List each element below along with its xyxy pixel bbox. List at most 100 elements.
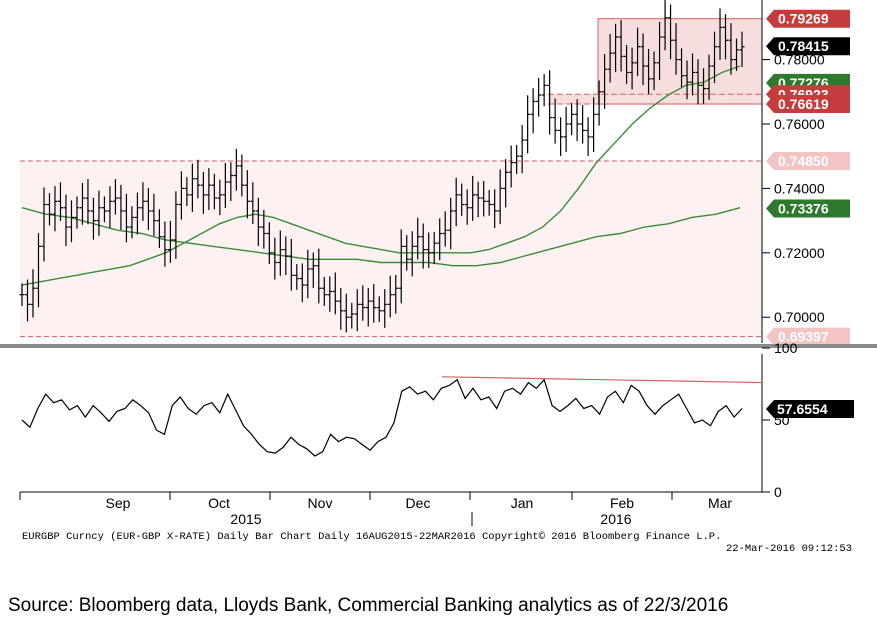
price-axis-tick-label: 0.78000 — [774, 52, 825, 68]
price-bar — [541, 74, 547, 107]
price-bar — [244, 170, 250, 219]
panel-separator — [0, 344, 877, 348]
price-bar — [277, 230, 283, 276]
last-price-tag: 0.78415 — [766, 37, 850, 56]
price-axis: 0.70000 0.72000 0.74000 0.76000 0.78000 0.800… — [761, 0, 825, 343]
price-bar — [618, 19, 624, 72]
price-bar — [701, 68, 707, 104]
price-bar — [464, 189, 470, 225]
rsi-resistance-line — [441, 376, 763, 384]
price-bar — [266, 222, 272, 265]
range-top-tag: 0.74850 — [766, 152, 850, 171]
price-bar — [217, 179, 223, 216]
price-bar — [365, 287, 371, 327]
price-bar — [189, 163, 195, 212]
price-axis-tick-label: 0.70000 — [774, 309, 825, 325]
price-bar — [580, 104, 586, 144]
last-price-tag-label: 0.78415 — [778, 38, 829, 54]
price-bar — [156, 209, 162, 248]
x-axis: Sep Oct Nov Dec Jan Feb Mar 2015 2016 — [19, 491, 762, 527]
price-bar — [96, 190, 102, 236]
price-bar — [200, 171, 206, 214]
x-axis-month-label: Mar — [708, 495, 732, 511]
price-bar — [343, 293, 349, 333]
price-bar — [387, 275, 393, 318]
price-bar — [90, 197, 96, 240]
footer-line-1: EURGBP Curncy (EUR-GBP X-RATE) Daily Bar… — [22, 531, 721, 543]
price-axis-tick-label: 0.72000 — [774, 245, 825, 261]
price-bar — [646, 48, 652, 95]
price-bar — [459, 183, 465, 216]
range-bottom-tag-label: 0.69397 — [778, 329, 829, 345]
price-bar — [107, 186, 113, 229]
price-bar — [349, 302, 355, 329]
price-bar — [475, 181, 481, 218]
price-bar — [167, 220, 173, 263]
rsi-value-tag — [766, 399, 854, 418]
price-bar — [690, 53, 696, 96]
price-axis-tick-label: 0.76000 — [774, 116, 825, 132]
price-bar — [178, 171, 184, 220]
price-bar — [382, 289, 388, 328]
ma-long-tag-shape — [766, 199, 850, 218]
price-bar — [112, 179, 118, 215]
price-bar — [57, 182, 63, 221]
price-bar — [497, 169, 503, 225]
x-axis-year-label: 2015 — [230, 511, 261, 527]
x-axis-month-label: Feb — [610, 495, 634, 511]
x-axis-month-label: Dec — [406, 495, 431, 511]
price-bar — [409, 231, 415, 277]
price-bar — [255, 197, 261, 247]
price-bar — [354, 289, 360, 332]
price-bar — [310, 252, 316, 288]
x-axis-month-label: Sep — [106, 495, 131, 511]
price-bar — [585, 117, 591, 156]
price-bar — [162, 221, 168, 267]
moving-average-short-line — [21, 65, 741, 286]
price-bar — [288, 238, 294, 291]
price-bar — [283, 236, 289, 276]
price-bar — [673, 23, 679, 75]
price-axis-tick-label: 0.74000 — [774, 180, 825, 196]
price-tags: 0.748500.693970.733760.772760.769230.766… — [766, 9, 850, 346]
price-bar — [591, 97, 597, 153]
price-bar — [525, 95, 531, 154]
moving-average-long-line — [21, 207, 741, 267]
price-bar — [272, 237, 278, 280]
price-bar — [338, 287, 344, 330]
price-bar — [481, 181, 487, 217]
price-bar — [52, 186, 58, 232]
lower-band-tag-label: 0.76619 — [778, 96, 829, 112]
price-bar — [398, 229, 404, 304]
x-axis-month-label: Jan — [511, 495, 534, 511]
price-bar — [706, 54, 712, 100]
price-bar — [442, 211, 448, 247]
price-bar — [332, 272, 338, 315]
price-bar — [299, 263, 305, 303]
price-bar — [228, 162, 234, 201]
price-bar — [574, 99, 580, 142]
range-zone — [20, 161, 762, 337]
x-axis-year-label: 2016 — [600, 511, 631, 527]
price-bar — [360, 285, 366, 321]
price-bar — [492, 189, 498, 229]
price-bar — [151, 193, 157, 236]
source-caption: Source: Bloomberg data, Lloyds Bank, Com… — [8, 595, 729, 616]
rsi-axis-label: 100 — [774, 340, 798, 356]
price-bar — [640, 33, 646, 86]
rsi-line — [21, 378, 743, 457]
price-bar — [123, 193, 129, 243]
lower-band-tag-shape — [766, 95, 850, 114]
upper-band-tag: 0.79269 — [766, 9, 850, 28]
ma-long-tag: 0.73376 — [766, 199, 850, 218]
price-bar — [129, 206, 135, 239]
price-bar — [63, 194, 69, 247]
price-bar — [651, 51, 657, 91]
price-bar — [596, 80, 602, 126]
price-bar — [668, 4, 674, 60]
chart-canvas: 0.70000 0.72000 0.74000 0.76000 0.78000 0.800… — [0, 0, 877, 555]
price-bar — [536, 77, 542, 117]
price-bar — [635, 27, 641, 77]
price-bar — [35, 233, 41, 308]
price-bar — [85, 179, 91, 225]
